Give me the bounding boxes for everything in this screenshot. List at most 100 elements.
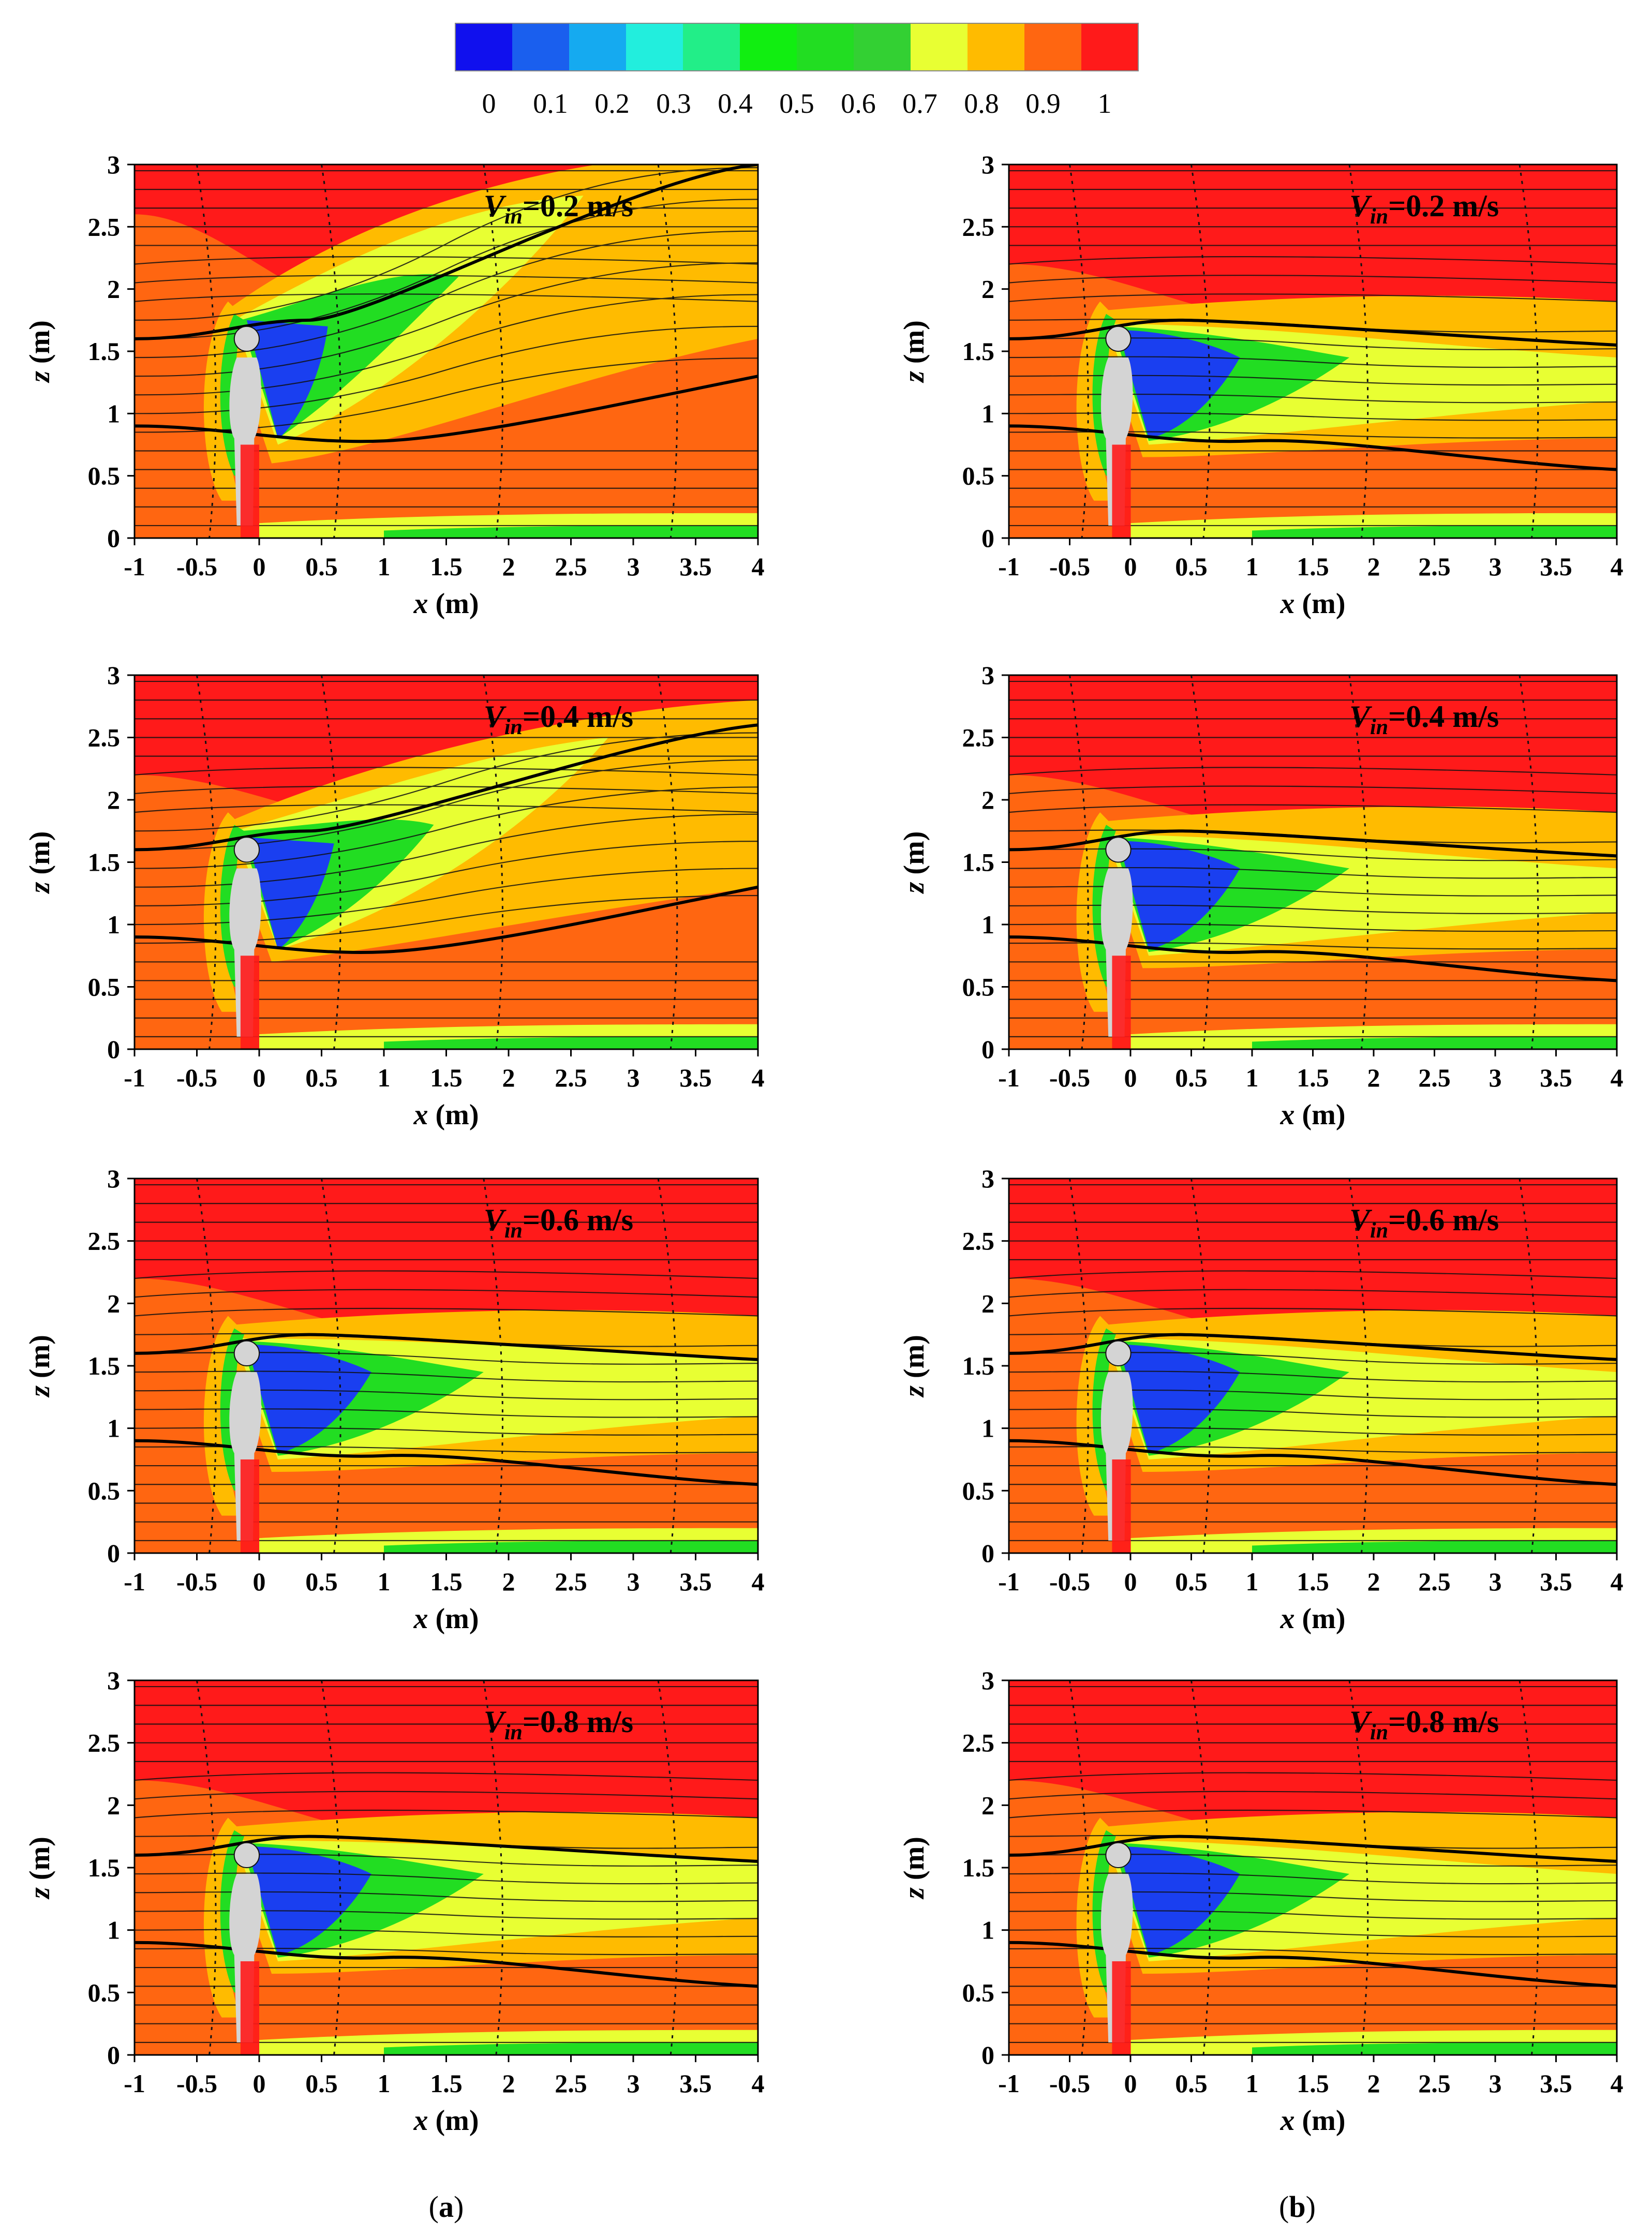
x-tick-label: 0	[1124, 1063, 1137, 1092]
y-tick-label: 1	[981, 1916, 994, 1945]
velocity-subscript: in	[1370, 715, 1388, 739]
colorbar-tick-label: 0.7	[902, 88, 937, 119]
y-tick-label: 1.5	[88, 1351, 121, 1380]
x-tick-label: -0.5	[1049, 2069, 1090, 2098]
human-figure	[229, 1340, 261, 1553]
x-tick-label: 3.5	[679, 1567, 712, 1596]
velocity-value: =0.4 m/s	[1388, 699, 1499, 734]
velocity-symbol: V	[484, 189, 507, 223]
y-axis-label: z (m)	[24, 1837, 56, 1900]
x-tick-label: 0.5	[1175, 2069, 1208, 2098]
y-tick-label: 2.5	[88, 1227, 121, 1256]
streamline	[1009, 804, 1617, 813]
y-tick-label: 0.5	[962, 1476, 995, 1505]
x-tick-label: -1	[124, 552, 145, 581]
x-tick-label: 3.5	[1540, 1063, 1572, 1092]
field-region-wake-core	[246, 837, 334, 950]
streamline	[1009, 1289, 1617, 1298]
x-tick-label: 2.5	[1418, 552, 1451, 581]
contour-panel: -1 -0.5 0 0.5 1 1.5 2 2.5 3 3.5 4 0 0.5 1 1.5 2 2.5 3 x (m…	[898, 1666, 1624, 2137]
x-tick-label: 3	[1489, 2069, 1502, 2098]
field-region-floor-low	[384, 525, 758, 538]
velocity-value: =0.8 m/s	[523, 1705, 633, 1739]
x-tick-label: 3	[1489, 1063, 1502, 1092]
x-tick-label: 0.5	[1175, 552, 1208, 581]
colorbar-segment	[455, 23, 513, 71]
y-tick-label: 2.5	[962, 212, 995, 241]
streamline	[1009, 1427, 1617, 1436]
y-tick-label: 3	[107, 150, 120, 179]
human-legs-field	[240, 1459, 260, 1553]
y-axis-var: z	[24, 1887, 56, 1900]
velocity-label: Vin=0.2 m/s	[484, 189, 633, 229]
y-axis-var: z	[898, 1887, 930, 1900]
streamline	[1009, 375, 1617, 386]
y-tick-label: 1.5	[88, 337, 121, 366]
streamline	[1009, 1910, 1617, 1920]
plot-area	[1009, 165, 1617, 538]
human-figure	[1100, 1340, 1133, 1553]
x-tick-label: 3	[627, 1063, 640, 1092]
x-tick-label: 2	[1367, 1567, 1380, 1596]
y-tick-label: 1.5	[88, 1853, 121, 1882]
x-tick-label: -0.5	[1049, 1063, 1090, 1092]
x-axis-var: x	[413, 2105, 428, 2137]
x-tick-label: 0.5	[305, 1063, 338, 1092]
streamline	[1009, 886, 1617, 897]
x-axis-var: x	[1280, 1099, 1295, 1131]
x-tick-label: 2.5	[555, 552, 587, 581]
streamline-dividing-lower	[135, 375, 758, 443]
x-tick-label: 2.5	[555, 1567, 587, 1596]
x-axis-var: x	[1280, 1603, 1295, 1635]
y-tick-label: 2.5	[962, 1728, 995, 1757]
y-axis-unit: (m)	[24, 1837, 56, 1887]
colorbar-segment	[968, 23, 1025, 71]
x-tick-label: -1	[998, 1567, 1020, 1596]
x-axis-unit: (m)	[428, 588, 479, 620]
streamline-dividing-lower	[135, 1439, 758, 1486]
y-axis-label: z (m)	[898, 831, 930, 895]
x-tick-label: 3.5	[679, 2069, 712, 2098]
human-figure	[229, 325, 261, 538]
y-tick-label: 2	[981, 785, 994, 814]
x-tick-label: 2.5	[555, 2069, 587, 2098]
x-axis-var: x	[1280, 588, 1295, 620]
x-tick-label: 3	[627, 1567, 640, 1596]
x-tick-label: 3	[627, 552, 640, 581]
colorbar-frame	[455, 23, 1139, 71]
x-tick-label: -1	[124, 1063, 145, 1092]
x-tick-label: 2	[1367, 2069, 1380, 2098]
streamline	[1009, 1370, 1617, 1383]
field-region-floor-low	[1252, 1036, 1617, 1049]
x-tick-label: 3	[627, 2069, 640, 2098]
x-tick-label: -1	[998, 2069, 1020, 2098]
contour-panel: -1 -0.5 0 0.5 1 1.5 2 2.5 3 3.5 4 0 0.5 1 1.5 2 2.5 3 x (m…	[898, 150, 1624, 620]
plot-area	[135, 675, 758, 1049]
velocity-symbol: V	[1349, 1705, 1373, 1739]
x-tick-label: 0	[253, 1063, 266, 1092]
y-tick-label: 0	[107, 1539, 120, 1568]
y-axis-label: z (m)	[898, 1837, 930, 1900]
streamline	[1009, 1772, 1617, 1781]
y-tick-label: 1.5	[962, 848, 995, 877]
y-tick-label: 0	[981, 524, 994, 553]
streamlines	[1009, 680, 1617, 1038]
streamline	[135, 199, 758, 340]
y-tick-label: 2.5	[962, 723, 995, 752]
human-figure	[229, 837, 261, 1049]
x-tick-label: 0.5	[305, 2069, 338, 2098]
streamline-dividing-upper	[1009, 1333, 1617, 1361]
panel-label-a: (a)	[429, 2190, 464, 2224]
streamline	[1009, 293, 1617, 302]
velocity-symbol: V	[484, 699, 507, 734]
x-tick-label: 0	[1124, 1567, 1137, 1596]
x-tick-label: 3	[1489, 1567, 1502, 1596]
velocity-label: Vin=0.4 m/s	[484, 699, 633, 739]
velocity-label: Vin=0.6 m/s	[484, 1203, 633, 1243]
x-tick-label: 1.5	[1297, 552, 1329, 581]
x-tick-label: 1	[378, 2069, 391, 2098]
x-tick-label: 1	[1246, 2069, 1259, 2098]
y-axis-label: z (m)	[898, 1335, 930, 1398]
streamline	[1009, 412, 1617, 421]
y-axis-var: z	[24, 882, 56, 894]
